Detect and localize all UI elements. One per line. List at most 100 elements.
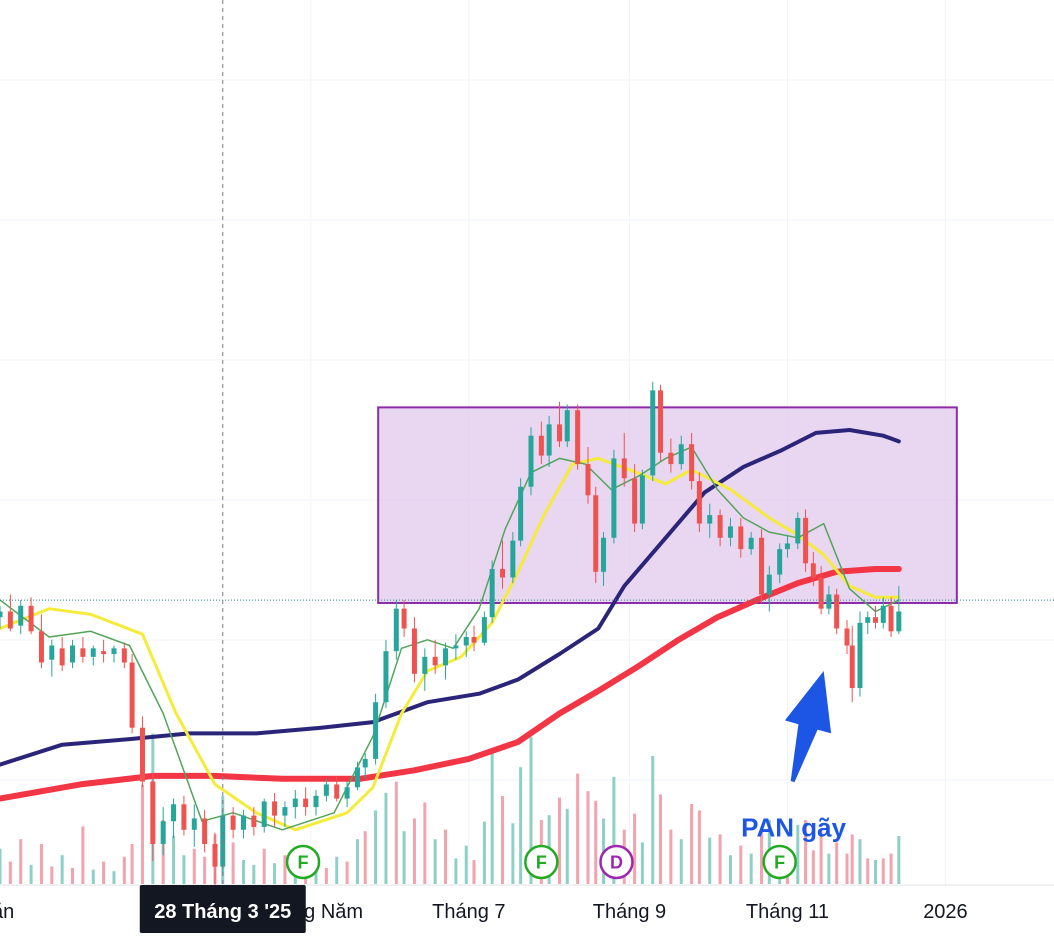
candle-body-41	[411, 628, 417, 674]
volume-bar-70	[690, 804, 694, 884]
volume-bar-24	[241, 860, 245, 884]
volume-bar-27	[273, 863, 277, 884]
volume-bar-89	[858, 839, 862, 884]
event-badge-label-2: D	[610, 853, 623, 873]
candle-body-21	[212, 843, 218, 867]
volume-bar-92	[881, 858, 885, 884]
x-axis-tick-label-3: Tháng 11	[746, 901, 829, 923]
candle-body-72	[707, 515, 713, 524]
volume-bar-60	[594, 800, 598, 884]
volume-bar-58	[576, 773, 580, 884]
volume-bar-3	[29, 864, 33, 884]
volume-bar-50	[501, 796, 505, 884]
volume-bar-35	[355, 839, 359, 884]
candle-body-16	[160, 821, 166, 844]
volume-bar-0	[0, 848, 2, 884]
volume-bar-7	[71, 868, 75, 884]
consolidation-zone-box	[377, 406, 958, 604]
candle-body-94	[896, 611, 902, 632]
candle-body-66	[650, 390, 656, 476]
candle-body-59	[585, 464, 591, 496]
candle-body-4	[38, 631, 44, 663]
crosshair-date-label: 28 Tháng 3 '25	[154, 901, 291, 923]
candle-body-63	[621, 458, 627, 479]
crosshair-date-tag-bg	[139, 885, 306, 933]
candle-body-87	[844, 628, 850, 646]
volume-bar-51	[511, 823, 515, 884]
volume-bar-25	[252, 864, 256, 884]
candle-body-80	[784, 543, 790, 550]
candle-body-91	[873, 617, 879, 623]
candle-body-68	[668, 452, 674, 465]
candle-body-60	[593, 495, 599, 572]
volume-bar-41	[412, 818, 416, 884]
volume-bar-13	[130, 844, 134, 884]
volume-bar-26	[262, 848, 266, 884]
candle-body-90	[865, 617, 871, 623]
moving-average-line-1	[0, 566, 902, 802]
volume-bar-85	[827, 853, 831, 884]
candle-body-34	[344, 787, 350, 799]
candle-body-70	[689, 444, 695, 482]
volume-bar-38	[384, 792, 388, 884]
candle-body-76	[748, 537, 754, 550]
volume-bar-33	[335, 856, 339, 884]
candle-body-61	[601, 537, 607, 572]
candle-body-9	[90, 648, 96, 657]
candle-body-7	[70, 645, 76, 663]
x-axis-tick-label-4: 2026	[923, 901, 968, 923]
volume-bar-52	[519, 767, 523, 884]
volume-bar-76	[749, 853, 753, 884]
volume-bar-9	[91, 869, 95, 884]
candle-body-74	[727, 526, 733, 538]
volume-bar-42	[423, 802, 427, 884]
annotation-arrow-icon	[784, 671, 832, 783]
volume-bar-46	[464, 845, 468, 884]
volume-bar-34	[345, 861, 349, 884]
candle-body-58	[575, 410, 581, 465]
candle-body-38	[383, 651, 389, 703]
x-axis-cut-label: ăn	[0, 901, 14, 923]
candle-body-57	[564, 410, 570, 442]
volume-bar-62	[612, 776, 616, 884]
volume-bar-91	[874, 860, 878, 884]
candle-body-23	[230, 815, 236, 830]
candle-body-25	[251, 815, 257, 827]
volume-bar-90	[866, 858, 870, 884]
event-badge-label-3: F	[774, 853, 785, 873]
candle-body-53	[528, 435, 534, 487]
candle-body-54	[538, 435, 544, 456]
volume-bar-28	[283, 855, 287, 884]
volume-bar-44	[444, 829, 448, 884]
volume-bar-18	[182, 855, 186, 884]
volume-bar-64	[633, 813, 637, 884]
volume-bar-69	[679, 839, 683, 884]
candle-body-5	[49, 645, 55, 660]
volume-bar-77	[760, 829, 764, 884]
candle-body-11	[111, 648, 117, 655]
candle-body-33	[334, 784, 340, 799]
volume-bar-45	[454, 858, 458, 884]
moving-average-line-2	[0, 456, 901, 832]
volume-bar-40	[402, 831, 406, 884]
volume-bar-47	[472, 860, 476, 884]
volume-bar-82	[804, 820, 808, 884]
candle-body-67	[658, 390, 664, 453]
candle-body-29	[292, 798, 298, 808]
event-badge-label-0: F	[298, 853, 309, 873]
candle-body-18	[181, 804, 187, 830]
volume-bar-4	[39, 844, 43, 884]
volume-bar-36	[363, 831, 367, 884]
volume-bar-10	[102, 861, 106, 884]
candle-body-86	[834, 594, 840, 629]
event-badge-1	[524, 844, 559, 880]
candle-body-35	[354, 767, 360, 788]
candle-body-44	[443, 648, 449, 666]
candle-body-39	[393, 608, 399, 652]
volume-bar-11	[112, 871, 116, 884]
volume-bar-74	[728, 855, 732, 884]
candle-body-37	[373, 702, 379, 759]
candle-body-27	[272, 801, 278, 816]
candle-body-3	[28, 605, 34, 632]
